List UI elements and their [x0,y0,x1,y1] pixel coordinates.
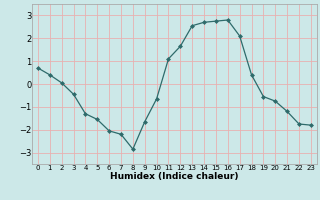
X-axis label: Humidex (Indice chaleur): Humidex (Indice chaleur) [110,172,239,181]
